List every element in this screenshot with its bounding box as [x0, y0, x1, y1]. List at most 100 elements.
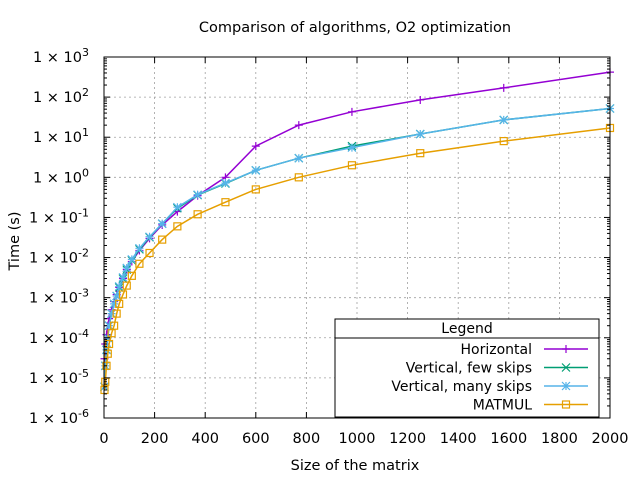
- y-tick-label-exponent: -6: [78, 407, 89, 420]
- y-tick-label-base: 1 × 10: [29, 251, 78, 267]
- data-point: [294, 153, 304, 163]
- y-tick-label-base: 1 × 10: [29, 210, 78, 226]
- x-tick-label: 1800: [541, 431, 578, 447]
- x-tick-label: 400: [191, 431, 219, 447]
- data-point: [118, 290, 128, 299]
- y-tick-label: 1 × 10-3: [29, 287, 89, 307]
- y-tick-label: 1 × 103: [33, 46, 89, 66]
- y-tick-label-exponent: 3: [82, 46, 89, 59]
- x-tick-label: 1600: [490, 431, 527, 447]
- y-tick-label: 1 × 10-1: [29, 206, 89, 226]
- data-point: [104, 321, 114, 331]
- data-point: [416, 95, 425, 104]
- y-tick-label-base: 1 × 10: [29, 411, 78, 427]
- data-point: [347, 107, 356, 116]
- y-axis-label: Time (s): [7, 212, 23, 272]
- data-point: [221, 198, 230, 207]
- data-point: [127, 271, 136, 280]
- x-axis-label: Size of the matrix: [291, 458, 420, 474]
- series-line: [103, 127, 611, 391]
- data-point: [122, 263, 132, 273]
- y-tick-label-exponent: -1: [78, 206, 89, 219]
- data-point: [107, 309, 117, 319]
- y-tick-label-exponent: 2: [82, 86, 89, 99]
- y-tick-label-base: 1 × 10: [33, 50, 82, 66]
- data-point: [109, 299, 119, 309]
- data-point: [294, 173, 303, 182]
- y-tick-label: 1 × 10-5: [29, 367, 89, 387]
- data-point: [251, 142, 260, 151]
- data-point: [499, 115, 509, 125]
- legend-entry-marker: [561, 381, 571, 391]
- y-tick-label-exponent: -4: [78, 327, 89, 340]
- data-point: [122, 281, 131, 290]
- x-tick-label: 600: [242, 431, 270, 447]
- y-tick-label: 1 × 101: [33, 126, 89, 146]
- data-point: [415, 129, 425, 139]
- legend-entry: Horizontal: [461, 342, 588, 358]
- legend-entries: Horizontal Vertical, few skips Vertical, m…: [391, 342, 588, 414]
- data-point: [158, 235, 167, 244]
- data-point: [347, 161, 357, 170]
- legend-entry-label: MATMUL: [473, 398, 532, 414]
- data-point: [112, 309, 121, 318]
- y-tick-label: 1 × 102: [33, 86, 89, 106]
- legend-entry-label: Vertical, many skips: [391, 379, 532, 395]
- legend-entry: Vertical, many skips: [391, 379, 588, 395]
- x-tick-label: 1400: [440, 431, 477, 447]
- y-tick-label-base: 1 × 10: [29, 291, 78, 307]
- y-tick-label: 1 × 10-2: [29, 247, 89, 267]
- data-point: [172, 202, 182, 212]
- data-point: [193, 210, 202, 219]
- x-tick-label: 1000: [339, 431, 376, 447]
- data-point: [112, 291, 122, 301]
- data-point: [110, 321, 119, 330]
- data-point: [499, 83, 508, 92]
- data-point: [294, 121, 303, 130]
- chart-title: Comparison of algorithms, O2 optimizatio…: [199, 20, 511, 36]
- legend-entry-marker: [561, 363, 571, 372]
- legend-entry-marker: [562, 345, 570, 353]
- x-tick-label: 0: [99, 431, 108, 447]
- data-point: [127, 254, 137, 264]
- y-tick-label-exponent: -5: [78, 367, 89, 380]
- data-point: [347, 143, 357, 153]
- series-layer: [100, 68, 615, 395]
- legend-entry-label: Vertical, few skips: [406, 361, 532, 377]
- y-tick-label: 1 × 10-4: [29, 327, 89, 347]
- x-tick-label: 800: [293, 431, 321, 447]
- legend-entry-label: Horizontal: [461, 342, 532, 358]
- series-vertical-many-skips: [100, 104, 615, 392]
- data-point: [102, 361, 111, 370]
- data-point: [416, 149, 425, 158]
- y-tick-label-exponent: -2: [78, 247, 89, 260]
- x-tick-label: 1200: [389, 431, 426, 447]
- y-tick-label-base: 1 × 10: [29, 331, 78, 347]
- x-tick-label: 200: [141, 431, 169, 447]
- y-tick-label-base: 1 × 10: [33, 90, 82, 106]
- data-point: [173, 222, 182, 231]
- data-point: [193, 190, 203, 200]
- data-point: [251, 165, 261, 175]
- data-point: [251, 185, 260, 194]
- y-tick-label-exponent: 0: [82, 166, 89, 179]
- legend-entry: Vertical, few skips: [406, 361, 588, 377]
- y-tick-label-base: 1 × 10: [29, 371, 78, 387]
- data-point: [145, 248, 154, 258]
- data-point: [115, 299, 124, 308]
- legend-entry-marker: [561, 400, 571, 409]
- legend-title: Legend: [441, 321, 492, 337]
- y-tick-label-base: 1 × 10: [33, 130, 82, 146]
- data-point: [134, 243, 144, 253]
- data-point: [157, 219, 167, 229]
- y-tick-label-base: 1 × 10: [33, 170, 82, 186]
- y-tick-label-exponent: 1: [82, 126, 89, 139]
- legend: Legend Horizontal Vertical, few skips Vert…: [334, 318, 600, 418]
- ticks: 0 200 400 600 800 1000 1200 1400 1600 1800 2000 1 ×…: [29, 46, 628, 447]
- y-tick-label-exponent: -3: [78, 287, 89, 300]
- y-tick-label: 1 × 10-6: [29, 407, 89, 427]
- data-point: [499, 137, 508, 146]
- x-tick-label: 2000: [592, 431, 629, 447]
- data-point: [135, 259, 144, 268]
